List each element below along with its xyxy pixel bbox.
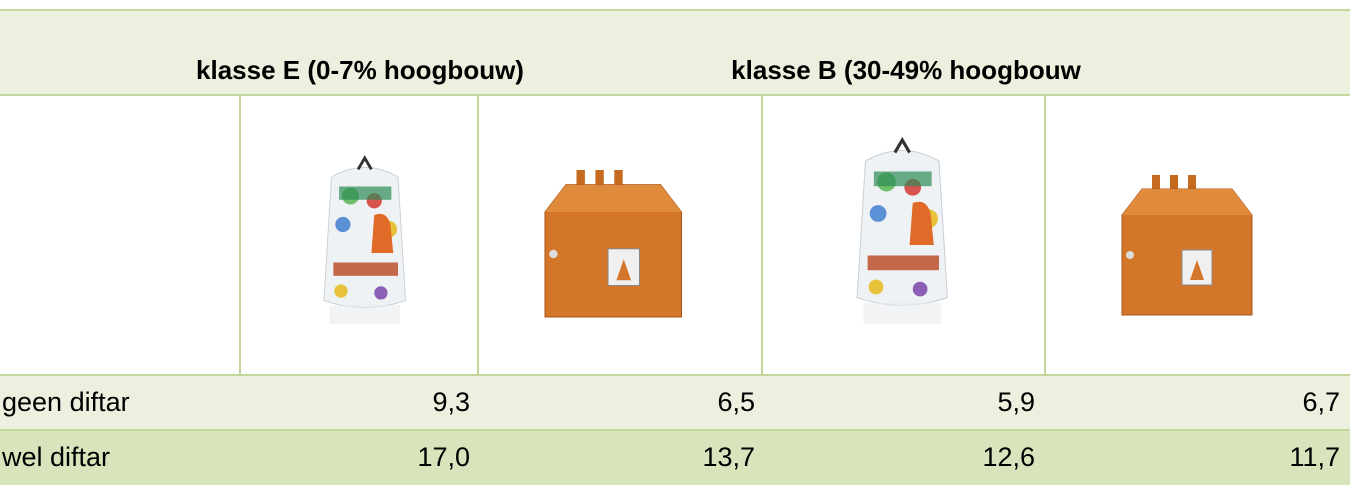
row-bg — [0, 430, 1350, 485]
group-header: klasse E (0-7% hoogbouw) — [196, 55, 524, 85]
cell-value: 11,7 — [1289, 442, 1340, 472]
cell-value: 12,6 — [982, 442, 1035, 472]
bag-image — [857, 140, 947, 324]
container-image — [545, 170, 682, 317]
cell-value: 17,0 — [417, 442, 470, 472]
group-header: klasse B (30-49% hoogbouw — [731, 55, 1081, 85]
row-label: wel diftar — [1, 442, 110, 472]
table: klasse E (0-7% hoogbouw) klasse B (30-49… — [0, 0, 1350, 491]
row-label: geen diftar — [2, 387, 130, 417]
page: {"header": {"groups": ["klasse E (0-7% h… — [0, 0, 1350, 491]
container-image — [1122, 175, 1252, 315]
cell-value: 9,3 — [432, 387, 470, 417]
cell-value: 5,9 — [997, 387, 1035, 417]
bag-image — [324, 158, 406, 324]
row-bg — [0, 375, 1350, 430]
cell-value: 6,7 — [1302, 387, 1340, 417]
cell-value: 6,5 — [717, 387, 755, 417]
cell-value: 13,7 — [702, 442, 755, 472]
